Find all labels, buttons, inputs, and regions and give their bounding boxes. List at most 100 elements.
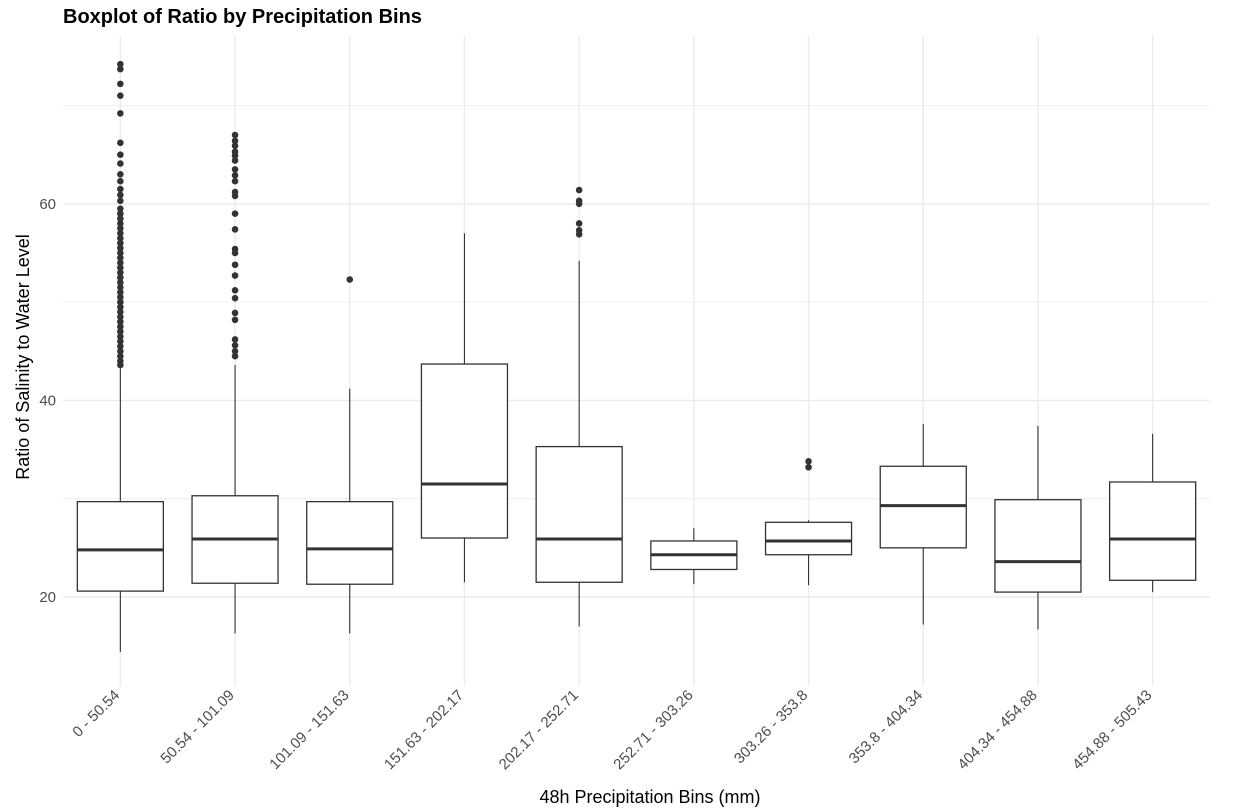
outlier-point: [231, 342, 239, 349]
y-tick-label: 20: [39, 589, 56, 606]
outlier-point: [117, 313, 124, 321]
iqr-box: [420, 363, 509, 539]
outlier-point: [117, 333, 124, 340]
outlier-point: [117, 239, 124, 247]
outlier-point: [117, 249, 124, 257]
iqr-box: [535, 445, 623, 583]
y-tick-label: 60: [39, 196, 56, 213]
outlier-point: [117, 284, 124, 291]
outlier-point: [231, 166, 239, 173]
outlier-point: [231, 316, 239, 324]
outlier-point: [117, 328, 124, 335]
chart-title: Boxplot of Ratio by Precipitation Bins: [63, 6, 422, 28]
x-tick-label: 101.09 - 151.63: [266, 687, 352, 773]
outlier-point: [117, 264, 124, 271]
outlier-point: [117, 80, 124, 88]
outlier-point: [117, 269, 124, 276]
x-tick-label: 50.54 - 101.09: [157, 687, 237, 767]
outlier-point: [231, 347, 239, 355]
box-group: [1108, 433, 1197, 593]
x-tick-label: 353.8 - 404.34: [846, 687, 926, 767]
outlier-point: [117, 177, 124, 185]
outlier-point: [231, 142, 239, 150]
outlier-point: [575, 220, 583, 227]
outlier-point: [231, 210, 239, 217]
outlier-point: [117, 288, 124, 296]
outlier-point: [117, 254, 124, 262]
box-group: [191, 131, 279, 634]
box-group: [535, 186, 623, 627]
outlier-point: [231, 131, 239, 139]
outlier-point: [117, 234, 124, 242]
outlier-point: [231, 261, 239, 269]
outlier-point: [231, 171, 239, 179]
outlier-point: [575, 197, 583, 205]
outlier-point: [805, 458, 812, 465]
outlier-point: [117, 298, 124, 306]
x-tick-labels: 0 - 50.54 50.54 - 101.09 101.09 - 151.63 15…: [69, 687, 1155, 773]
outlier-point: [231, 294, 239, 302]
y-axis-title: Ratio of Salinity to Water Level: [13, 234, 33, 479]
outlier-point: [231, 148, 239, 156]
outlier-point: [346, 276, 354, 283]
iqr-box: [994, 499, 1082, 593]
outlier-point: [575, 186, 583, 194]
outlier-point: [231, 177, 239, 185]
outlier-point: [575, 227, 583, 234]
outlier-point: [117, 229, 124, 237]
box-group: [650, 528, 738, 585]
iqr-box: [306, 500, 394, 585]
outlier-point: [117, 293, 124, 301]
iqr-box: [764, 521, 853, 556]
x-tick-label: 454.88 - 505.43: [1069, 687, 1155, 773]
outlier-point: [117, 323, 124, 330]
outlier-point: [231, 272, 239, 279]
outlier-point: [231, 309, 239, 317]
outlier-point: [231, 137, 239, 145]
outlier-point: [117, 191, 124, 199]
outlier-point: [117, 60, 124, 68]
outlier-point: [117, 274, 124, 281]
outlier-point: [117, 160, 124, 167]
outlier-point: [117, 220, 124, 227]
outlier-point: [117, 151, 124, 158]
outlier-point: [117, 352, 124, 360]
outlier-point: [117, 347, 124, 355]
outlier-point: [231, 245, 239, 253]
outlier-point: [117, 205, 124, 213]
outlier-point: [231, 188, 239, 196]
outlier-point: [231, 157, 239, 164]
box-group: [306, 276, 394, 634]
outlier-point: [117, 343, 124, 350]
box-layer: [76, 60, 1197, 653]
outlier-point: [805, 463, 812, 471]
outlier-point: [117, 171, 124, 178]
outlier-point: [117, 110, 124, 117]
y-tick-labels: 20 40 60: [39, 196, 56, 606]
outlier-point: [117, 244, 124, 252]
outlier-point: [231, 287, 239, 294]
outlier-point: [117, 225, 124, 232]
x-axis-title: 48h Precipitation Bins (mm): [539, 787, 760, 807]
outlier-point: [117, 197, 124, 205]
box-group: [764, 458, 853, 586]
outlier-point: [231, 352, 239, 360]
outlier-point: [117, 308, 124, 316]
outlier-point: [117, 318, 124, 326]
outlier-point: [117, 279, 124, 286]
outlier-point: [117, 303, 124, 311]
outlier-point: [117, 338, 124, 345]
box-group: [420, 233, 509, 583]
outlier-point: [117, 215, 124, 222]
y-tick-label: 40: [39, 392, 56, 409]
x-tick-label: 202.17 - 252.71: [496, 687, 582, 773]
outlier-point: [117, 185, 124, 193]
box-group: [76, 60, 165, 653]
outlier-point: [231, 226, 239, 233]
iqr-box: [76, 500, 165, 592]
x-tick-label: 252.71 - 303.26: [610, 687, 696, 773]
x-tick-label: 404.34 - 454.88: [954, 687, 1040, 773]
x-tick-label: 303.26 - 353.8: [731, 687, 811, 767]
outlier-point: [231, 336, 239, 343]
